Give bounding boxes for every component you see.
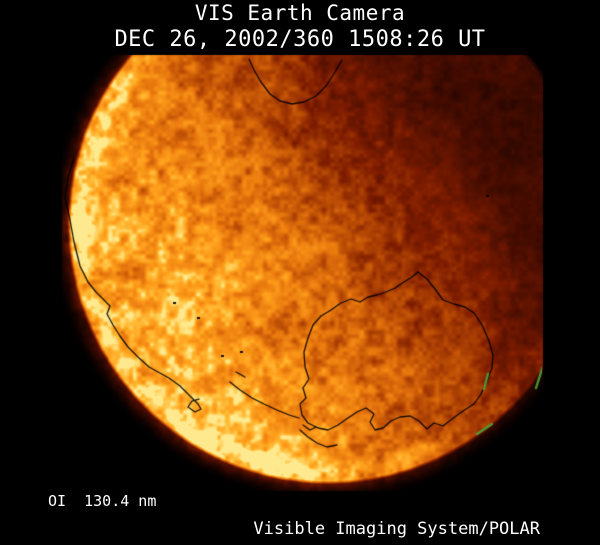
wavelength-label: OI 130.4 nm [48,492,157,510]
image-timestamp: DEC 26, 2002/360 1508:26 UT [114,27,486,52]
credit-line-1: Visible Imaging System/POLAR [253,519,540,539]
image-title: VIS Earth Camera [194,1,406,25]
credits-block: Visible Imaging System/POLAR The Univers… [212,487,540,545]
